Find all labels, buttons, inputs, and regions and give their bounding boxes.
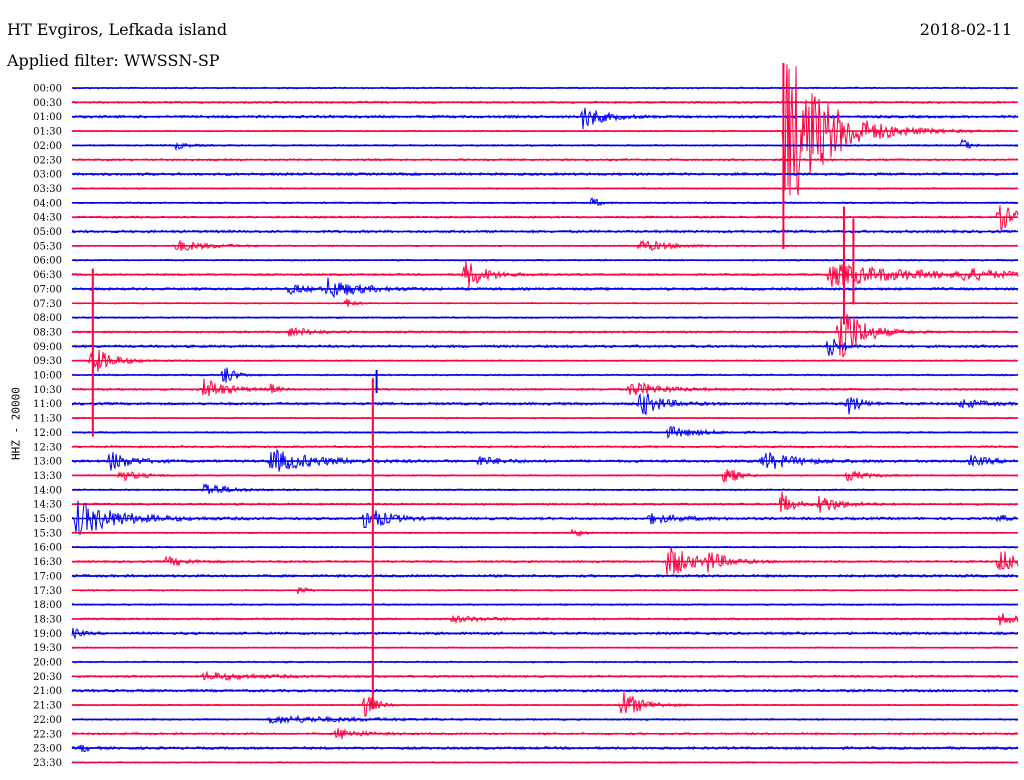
time-tick-label: 13:30 (33, 471, 62, 482)
time-tick-label: 03:30 (33, 184, 62, 195)
trace-row (72, 491, 1019, 513)
trace-row (71, 500, 1019, 536)
trace-row (71, 338, 1019, 357)
time-tick-label: 15:00 (33, 514, 62, 525)
time-tick-label: 13:00 (33, 457, 62, 468)
time-tick-label: 20:30 (33, 672, 62, 683)
trace-row (71, 691, 1019, 718)
time-tick-label: 03:00 (33, 170, 62, 181)
time-tick-label: 17:00 (33, 571, 62, 582)
time-tick-label: 09:00 (33, 342, 62, 353)
time-tick-label: 16:00 (33, 543, 62, 554)
time-tick-label: 05:30 (33, 241, 62, 252)
time-tick-label: 19:00 (33, 629, 62, 640)
time-tick-label: 12:00 (33, 428, 62, 439)
trace-row (71, 313, 1018, 358)
time-tick-label: 10:00 (33, 371, 62, 382)
trace-row (71, 483, 1019, 495)
time-tick-label: 20:00 (33, 658, 62, 669)
time-tick-label: 22:30 (33, 729, 62, 740)
time-tick-label: 07:00 (33, 284, 62, 295)
trace-row (71, 277, 1019, 299)
time-tick-label: 10:30 (33, 385, 62, 396)
time-tick-label: 14:00 (33, 485, 62, 496)
time-tick-label: 09:30 (33, 356, 62, 367)
time-tick-label: 18:30 (33, 614, 62, 625)
time-tick-label: 00:30 (33, 98, 62, 109)
time-tick-label: 08:00 (33, 313, 62, 324)
time-tick-label: 21:30 (33, 701, 62, 712)
filter-label: Applied filter: WWSSN-SP (7, 51, 220, 70)
time-tick-label: 05:00 (33, 227, 62, 238)
time-tick-label: 23:00 (33, 744, 62, 755)
trace-row (71, 378, 1019, 397)
time-tick-label: 06:00 (33, 256, 62, 267)
date-label: 2018-02-11 (919, 20, 1012, 39)
time-tick-label: 22:00 (33, 715, 62, 726)
time-tick-label: 00:00 (33, 84, 62, 95)
time-tick-label: 16:30 (33, 557, 62, 568)
time-tick-label: 08:30 (33, 327, 62, 338)
station-title: HT Evgiros, Lefkada island (7, 20, 228, 39)
trace-row (71, 196, 1019, 207)
time-tick-label: 14:30 (33, 500, 62, 511)
time-tick-label: 19:30 (33, 643, 62, 654)
time-tick-label: 07:30 (33, 299, 62, 310)
time-tick-label: 11:00 (33, 399, 62, 410)
time-tick-label: 06:30 (33, 270, 62, 281)
time-tick-label: 01:30 (33, 127, 62, 138)
time-tick-label: 23:30 (33, 758, 62, 769)
time-tick-label: 15:30 (33, 528, 62, 539)
time-tick-label: 11:30 (33, 414, 62, 425)
time-tick-label: 04:30 (33, 213, 62, 224)
time-tick-label: 21:00 (33, 686, 62, 697)
time-tick-label: 17:30 (33, 586, 62, 597)
time-tick-label: 12:30 (33, 442, 62, 453)
trace-row (71, 107, 1019, 130)
time-tick-label: 18:00 (33, 600, 62, 611)
time-tick-label: 01:00 (33, 112, 62, 123)
time-tick-label: 04:00 (33, 198, 62, 209)
time-tick-label: 02:00 (33, 141, 62, 152)
time-tick-label: 02:30 (33, 155, 62, 166)
